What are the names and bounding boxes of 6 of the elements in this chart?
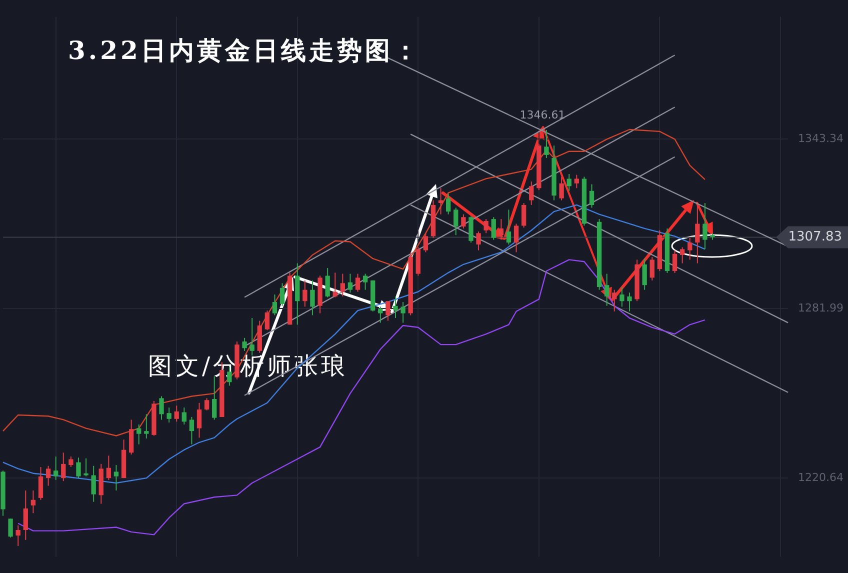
y-tick-label: 1220.64 xyxy=(798,471,844,484)
ref-line-label: 1307.83 xyxy=(788,230,842,245)
y-tick-label: 1343.34 xyxy=(798,132,844,145)
y-tick-label: 1281.99 xyxy=(798,302,844,314)
text: 3.22日内黄金日线走势图： xyxy=(68,35,421,67)
annotation: 1346.61 xyxy=(520,108,566,122)
